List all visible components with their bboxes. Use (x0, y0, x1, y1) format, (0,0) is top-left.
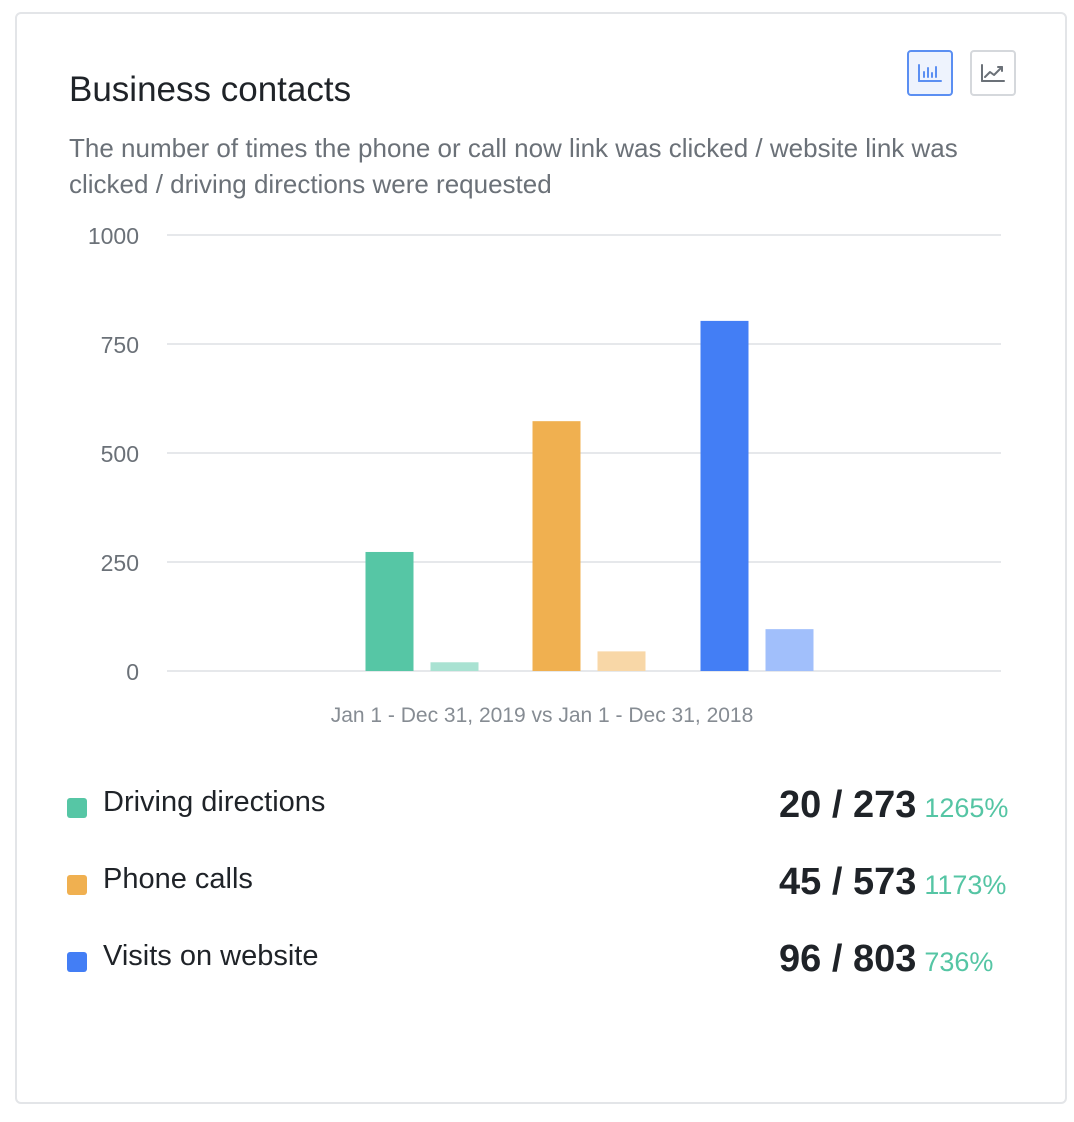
legend-label: Driving directions (103, 786, 326, 818)
y-tick-label: 500 (101, 441, 139, 467)
card-subtitle: The number of times the phone or call no… (69, 133, 958, 199)
y-tick-label: 250 (101, 550, 139, 576)
legend-label: Phone calls (103, 863, 253, 895)
legend-swatch (67, 798, 87, 818)
line-chart-icon (981, 64, 1005, 82)
legend-value: 20 / 273 (779, 784, 917, 826)
business-contacts-card: Business contacts The number of times th… (15, 12, 1067, 1104)
card-title: Business contacts (69, 70, 352, 109)
legend-label: Visits on website (103, 940, 319, 972)
legend-value: 45 / 573 (779, 861, 917, 903)
legend-swatch (67, 952, 87, 972)
bar-chart-toggle-button[interactable] (907, 50, 953, 96)
legend-values: 96 / 803 736% (779, 938, 993, 981)
legend-row[interactable]: Visits on website 96 / 803 736% (67, 938, 1052, 981)
bar-previous-phone-calls[interactable] (597, 651, 646, 671)
bar-current-visits-on-website[interactable] (700, 320, 749, 671)
bar-chart: 1000 750 500 250 0 Jan 1 - Dec 31, 2019 vs Ja… (88, 223, 1001, 727)
legend-values: 45 / 573 1173% (779, 861, 1006, 904)
legend-swatch (67, 875, 87, 895)
y-tick-label: 750 (101, 332, 139, 358)
legend-row[interactable]: Driving directions 20 / 273 1265% (67, 784, 1052, 827)
bar-chart-icon (918, 64, 942, 82)
line-chart-toggle-button[interactable] (970, 50, 1016, 96)
bar-previous-visits-on-website[interactable] (765, 629, 814, 671)
legend-change-percent: 1173% (924, 870, 1007, 900)
bar-current-phone-calls[interactable] (532, 421, 581, 671)
legend-change-percent: 736% (924, 947, 994, 977)
bar-current-driving-directions[interactable] (365, 551, 414, 671)
legend-row[interactable]: Phone calls 45 / 573 1173% (67, 861, 1052, 904)
legend-value: 96 / 803 (779, 938, 917, 980)
legend-change-percent: 1265% (924, 793, 1009, 823)
y-tick-label: 0 (126, 659, 139, 685)
bar-previous-driving-directions[interactable] (430, 662, 479, 671)
y-tick-label: 1000 (88, 223, 139, 249)
legend-values: 20 / 273 1265% (779, 784, 1008, 827)
x-axis-label: Jan 1 - Dec 31, 2019 vs Jan 1 - Dec 31, … (331, 704, 754, 727)
